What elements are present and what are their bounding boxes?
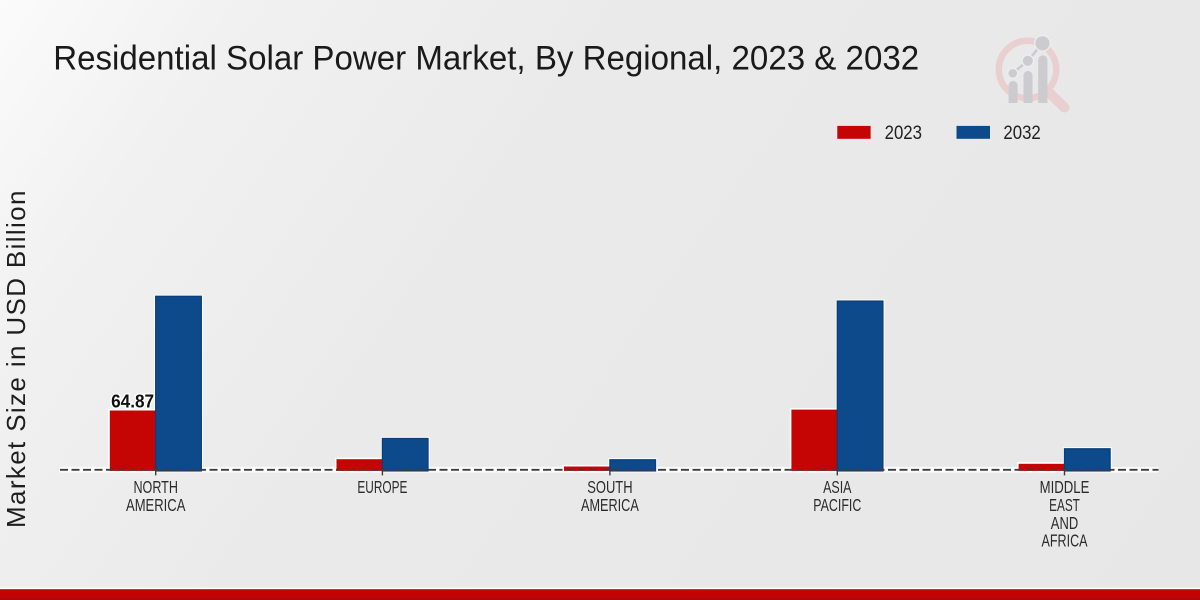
svg-text:ASIA: ASIA [823, 478, 852, 498]
svg-text:SOUTH: SOUTH [587, 478, 632, 497]
svg-text:2032: 2032 [1003, 122, 1040, 143]
svg-text:EAST: EAST [1049, 497, 1080, 516]
svg-text:AFRICA: AFRICA [1042, 532, 1089, 552]
svg-text:Market Size in USD Billion: Market Size in USD Billion [1, 189, 31, 528]
svg-text:AMERICA: AMERICA [581, 496, 640, 515]
svg-text:EUROPE: EUROPE [357, 478, 407, 498]
svg-text:NORTH: NORTH [133, 478, 177, 498]
svg-text:Residential Solar Power Market: Residential Solar Power Market, By Regio… [53, 40, 919, 77]
svg-text:64.87: 64.87 [111, 391, 154, 412]
svg-text:AND: AND [1051, 514, 1078, 533]
svg-text:PACIFIC: PACIFIC [813, 496, 861, 516]
svg-text:2023: 2023 [885, 122, 922, 143]
svg-text:MIDDLE: MIDDLE [1040, 479, 1090, 498]
svg-text:AMERICA: AMERICA [126, 496, 186, 515]
